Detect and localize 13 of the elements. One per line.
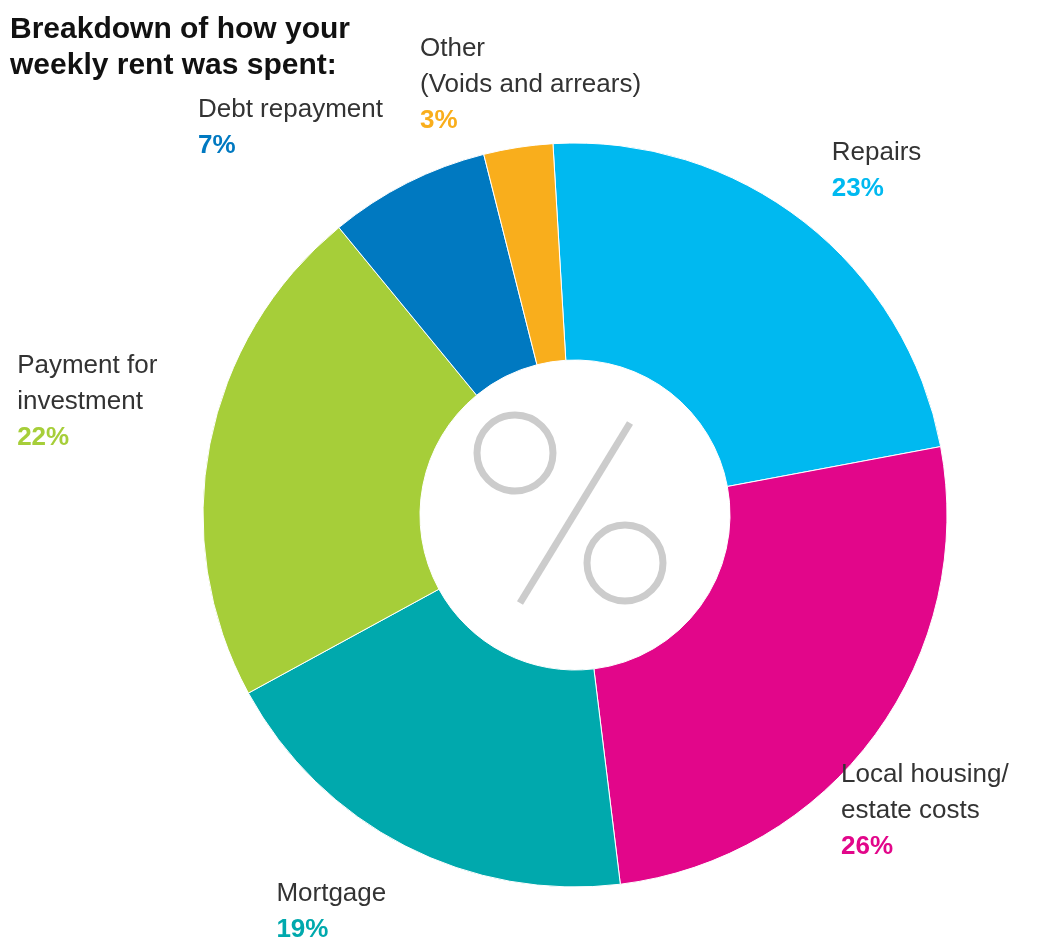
slice-label: Payment for investment — [17, 349, 158, 416]
data-label: 23% — [831, 172, 884, 203]
slice-label: Local housing/ estate costs — [841, 758, 1010, 825]
slice-label: Mortgage — [276, 877, 387, 907]
data-label: 26% — [841, 830, 894, 861]
slice-label: Debt repayment — [197, 92, 384, 123]
data-label: 19% — [276, 913, 329, 943]
data-label: 3% — [420, 104, 458, 134]
slice-label: Repairs — [831, 136, 922, 167]
data-label: 22% — [17, 421, 70, 452]
data-label: 7% — [197, 128, 236, 159]
chart-title: Breakdown of how your weekly rent was spent: — [9, 11, 351, 80]
slice-label: Other (Voids and arrears) — [420, 32, 642, 98]
